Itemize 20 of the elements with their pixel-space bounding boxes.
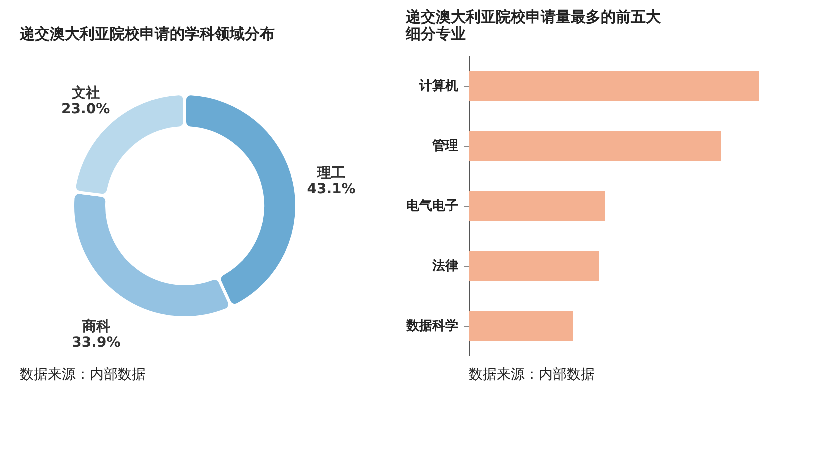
source-note: 数据来源：内部数据 [469,367,595,383]
y-tick-label: 数据科学 [406,319,458,334]
bar [469,191,606,221]
bar [469,131,722,161]
data-label: 23.0% [62,101,110,118]
bar [469,71,759,101]
chart-title: 递交澳大利亚院校申请的学科领域分布 [19,25,275,43]
slice-label: 理工 [316,166,346,182]
slice-label: 商科 [81,318,110,336]
slice-label: 文社 [70,84,100,102]
bar [469,311,574,341]
source-note: 数据来源：内部数据 [20,367,146,383]
data-label: 33.9% [72,335,121,352]
y-tick-label: 法律 [432,259,458,274]
y-tick-label: 电气电子 [406,199,458,214]
bar [469,251,600,281]
y-tick-label: 计算机 [418,79,458,94]
data-label: 43.1% [307,182,356,198]
chart-title: 递交澳大利亚院校申请量最多的前五大细分专业 [405,8,662,43]
y-tick-label: 管理 [432,139,458,154]
